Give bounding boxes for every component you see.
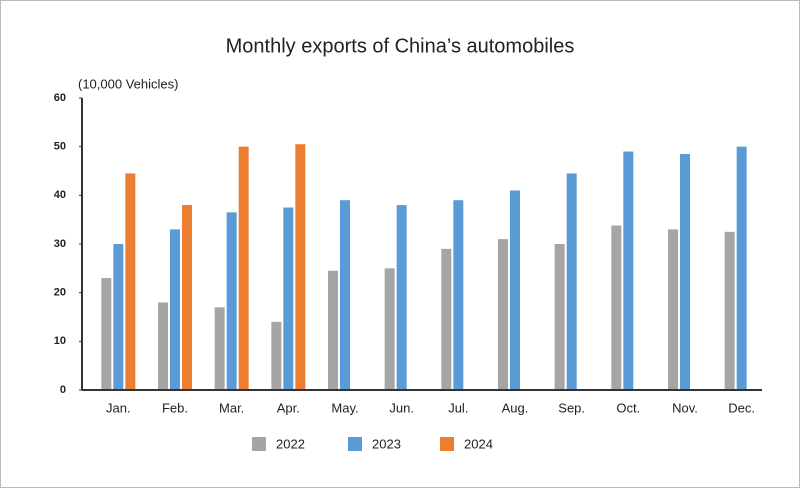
x-tick-label: Aug. (502, 400, 529, 415)
bar (453, 200, 464, 390)
bar (328, 270, 338, 390)
bar (396, 205, 407, 390)
y-axis-label: (10,000 Vehicles) (78, 76, 178, 91)
bar (295, 144, 306, 390)
y-tick-label: 0 (60, 384, 66, 396)
bar (158, 302, 168, 390)
bar (283, 207, 294, 390)
y-tick-label: 10 (54, 335, 66, 347)
bar (498, 239, 508, 390)
bar (668, 229, 678, 390)
bar (226, 212, 237, 390)
bar (724, 231, 735, 390)
bar (566, 173, 577, 390)
bar (736, 146, 747, 390)
y-tick-label: 40 (54, 189, 66, 201)
bar (441, 248, 452, 390)
x-tick-label: Nov. (672, 400, 698, 415)
bar (623, 151, 634, 390)
bar (554, 244, 565, 390)
legend-swatch (252, 437, 266, 451)
y-tick-label: 50 (54, 141, 66, 153)
bar (680, 153, 690, 390)
bar (340, 200, 350, 390)
legend-label: 2024 (464, 436, 493, 451)
legend-label: 2022 (276, 436, 305, 451)
legend-swatch (348, 437, 362, 451)
x-tick-label: Dec. (728, 400, 755, 415)
legend-label: 2023 (372, 436, 401, 451)
bar (182, 205, 192, 390)
bar (125, 173, 136, 390)
y-tick-label: 60 (54, 92, 66, 104)
x-tick-label: May. (331, 400, 358, 415)
bar (510, 190, 520, 390)
bar (113, 244, 124, 390)
x-tick-label: Mar. (219, 400, 244, 415)
x-tick-label: Apr. (277, 400, 300, 415)
x-tick-label: Oct. (616, 400, 640, 415)
x-tick-label: Sep. (558, 400, 585, 415)
bar (170, 229, 180, 390)
bar (384, 268, 395, 390)
bar (271, 321, 282, 390)
bar (214, 307, 225, 390)
x-tick-label: Jul. (448, 400, 468, 415)
y-tick-label: 20 (54, 287, 66, 299)
legend-swatch (440, 437, 454, 451)
bar (101, 278, 112, 390)
bar (611, 225, 622, 390)
x-tick-label: Jan. (106, 400, 131, 415)
x-tick-label: Jun. (389, 400, 414, 415)
chart-title: Monthly exports of China’s automobiles (226, 35, 575, 57)
x-tick-label: Feb. (162, 400, 188, 415)
y-tick-label: 30 (54, 238, 66, 250)
bar (238, 146, 249, 390)
